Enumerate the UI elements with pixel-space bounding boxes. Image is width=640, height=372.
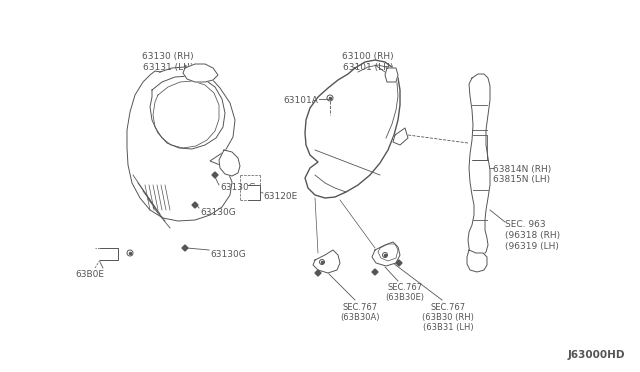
Polygon shape [468, 74, 490, 257]
Text: 63815N (LH): 63815N (LH) [493, 175, 550, 184]
Text: 63101A: 63101A [283, 96, 318, 105]
Text: 63120E: 63120E [263, 192, 297, 201]
Text: 63130G: 63130G [200, 208, 236, 217]
Text: SEC.767: SEC.767 [342, 303, 378, 312]
Polygon shape [372, 242, 400, 266]
Polygon shape [127, 67, 235, 221]
Polygon shape [219, 150, 240, 176]
Text: 63130G: 63130G [210, 250, 246, 259]
Text: 63130G: 63130G [220, 183, 256, 192]
Text: (63B31 (LH): (63B31 (LH) [422, 323, 474, 332]
Polygon shape [192, 202, 198, 208]
Text: (96318 (RH): (96318 (RH) [505, 231, 560, 240]
Text: (63B30 (RH): (63B30 (RH) [422, 313, 474, 322]
Polygon shape [385, 68, 398, 82]
Polygon shape [212, 172, 218, 178]
Polygon shape [248, 185, 260, 200]
Text: (63B30E): (63B30E) [385, 293, 424, 302]
Text: 63101 (LH): 63101 (LH) [343, 63, 393, 72]
Text: 63131 (LH): 63131 (LH) [143, 63, 193, 72]
Text: (96319 (LH): (96319 (LH) [505, 242, 559, 251]
Text: 63130 (RH): 63130 (RH) [142, 52, 194, 61]
Polygon shape [372, 269, 378, 275]
Text: SEC.767: SEC.767 [387, 283, 422, 292]
Polygon shape [393, 128, 408, 145]
Text: SEC. 963: SEC. 963 [505, 220, 546, 229]
Text: (63B30A): (63B30A) [340, 313, 380, 322]
Polygon shape [396, 260, 402, 266]
Polygon shape [305, 60, 400, 198]
Text: 63814N (RH): 63814N (RH) [493, 165, 551, 174]
Text: 63B0E: 63B0E [75, 270, 104, 279]
Text: SEC.767: SEC.767 [431, 303, 465, 312]
Polygon shape [182, 245, 188, 251]
Polygon shape [467, 250, 487, 272]
Polygon shape [313, 250, 340, 273]
Polygon shape [315, 270, 321, 276]
Polygon shape [100, 248, 118, 260]
Polygon shape [183, 64, 218, 82]
Text: 63100 (RH): 63100 (RH) [342, 52, 394, 61]
Text: J63000HD: J63000HD [568, 350, 625, 360]
